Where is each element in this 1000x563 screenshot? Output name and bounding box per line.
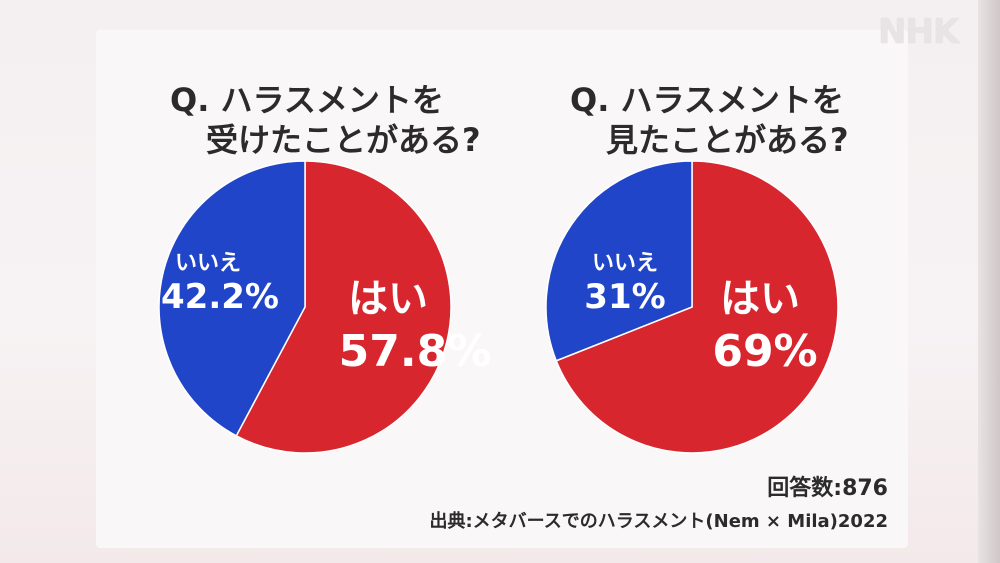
pie-2-no-value: 31% <box>584 277 665 317</box>
pie-1-title: Q. ハラスメントを 受けたことがある? <box>170 80 481 160</box>
pie-2-title-line2: 見たことがある? <box>606 121 849 159</box>
source-credit: 出典:メタバースでのハラスメント(Nem × Mila)2022 <box>429 511 888 532</box>
pie-1-title-line2: 受けたことがある? <box>206 121 481 159</box>
pie-1-no-value: 42.2% <box>161 277 279 317</box>
screen-edge <box>978 0 1000 563</box>
pie-2: いいえ 31% はい 69% <box>545 160 839 454</box>
pie-2-yes-label: はい <box>720 276 800 322</box>
pie-2-slice-yes <box>555 160 839 454</box>
pie-1: いいえ 42.2% はい 57.8% <box>158 160 492 454</box>
pie-2-title-line1: Q. ハラスメントを <box>570 81 844 119</box>
pie-1-title-line1: Q. ハラスメントを <box>170 81 444 119</box>
pie-1-no-label: いいえ <box>175 251 241 276</box>
pie-1-yes-value: 57.8% <box>339 326 492 377</box>
pie-1-yes-label: はい <box>348 276 428 322</box>
pie-2-slice-no <box>545 160 693 362</box>
pie-2-yes-value: 69% <box>712 326 817 377</box>
pie-2-title: Q. ハラスメントを 見たことがある? <box>570 80 849 160</box>
response-count: 回答数:876 <box>767 476 888 501</box>
pie-1-slice-no <box>158 160 306 437</box>
broadcaster-watermark: NHK <box>878 12 959 52</box>
pie-1-slice-yes <box>235 160 452 454</box>
pie-2-no-label: いいえ <box>592 251 658 276</box>
